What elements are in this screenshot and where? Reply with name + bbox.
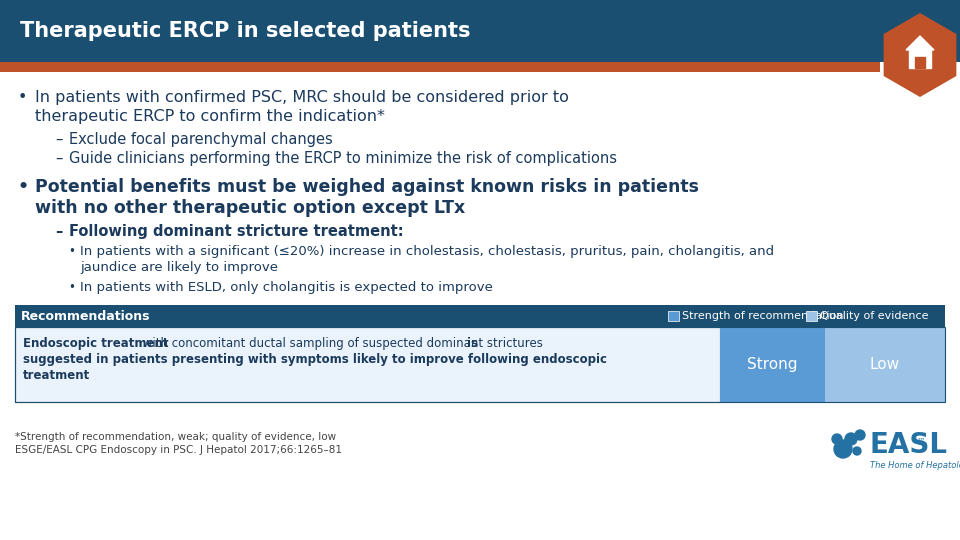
Text: Guide clinicians performing the ERCP to minimize the risk of complications: Guide clinicians performing the ERCP to …	[69, 151, 617, 166]
Text: Exclude focal parenchymal changes: Exclude focal parenchymal changes	[69, 132, 333, 147]
Text: with no other therapeutic option except LTx: with no other therapeutic option except …	[35, 199, 466, 217]
Text: In patients with a significant (≤20%) increase in cholestasis, cholestasis, prur: In patients with a significant (≤20%) in…	[80, 245, 774, 258]
Text: suggested in patients presenting with symptoms likely to improve following endos: suggested in patients presenting with sy…	[23, 353, 607, 366]
Polygon shape	[915, 57, 925, 68]
Text: •: •	[18, 90, 28, 105]
Text: Strength of recommendation: Strength of recommendation	[682, 311, 844, 321]
Text: In patients with confirmed PSC, MRC should be considered prior to: In patients with confirmed PSC, MRC shou…	[35, 90, 569, 105]
Polygon shape	[909, 50, 931, 68]
FancyBboxPatch shape	[15, 305, 945, 327]
Text: jaundice are likely to improve: jaundice are likely to improve	[80, 261, 278, 274]
Text: Following dominant stricture treatment:: Following dominant stricture treatment:	[69, 224, 403, 239]
Circle shape	[855, 430, 865, 440]
Text: –: –	[55, 151, 62, 166]
Text: EASL: EASL	[870, 431, 948, 459]
Circle shape	[834, 440, 852, 458]
Text: *Strength of recommendation, weak; quality of evidence, low: *Strength of recommendation, weak; quali…	[15, 432, 336, 442]
FancyBboxPatch shape	[0, 0, 960, 62]
FancyBboxPatch shape	[15, 327, 720, 402]
Text: treatment: treatment	[23, 369, 90, 382]
Text: Therapeutic ERCP in selected patients: Therapeutic ERCP in selected patients	[20, 21, 470, 41]
Circle shape	[832, 434, 842, 444]
FancyBboxPatch shape	[668, 311, 679, 321]
Text: ESGE/EASL CPG Endoscopy in PSC. J Hepatol 2017;66:1265–81: ESGE/EASL CPG Endoscopy in PSC. J Hepato…	[15, 445, 342, 455]
FancyBboxPatch shape	[825, 327, 945, 402]
Text: The Home of Hepatology: The Home of Hepatology	[870, 461, 960, 470]
FancyBboxPatch shape	[806, 311, 817, 321]
Text: •: •	[68, 281, 75, 294]
Circle shape	[853, 447, 861, 455]
Text: –: –	[55, 224, 62, 239]
Text: Potential benefits must be weighed against known risks in patients: Potential benefits must be weighed again…	[35, 178, 699, 196]
Text: with concomitant ductal sampling of suspected dominant strictures: with concomitant ductal sampling of susp…	[139, 337, 546, 350]
Polygon shape	[883, 13, 956, 97]
Text: is: is	[468, 337, 478, 350]
Text: •: •	[18, 178, 29, 196]
Text: Endoscopic treatment: Endoscopic treatment	[23, 337, 169, 350]
Text: Recommendations: Recommendations	[21, 309, 151, 322]
FancyBboxPatch shape	[720, 327, 825, 402]
Text: Quality of evidence: Quality of evidence	[820, 311, 928, 321]
Text: Low: Low	[870, 357, 900, 372]
FancyBboxPatch shape	[0, 62, 880, 72]
Text: ™: ™	[917, 437, 925, 446]
Text: Strong: Strong	[747, 357, 798, 372]
Text: In patients with ESLD, only cholangitis is expected to improve: In patients with ESLD, only cholangitis …	[80, 281, 492, 294]
Circle shape	[845, 433, 857, 445]
Polygon shape	[906, 36, 934, 50]
Text: therapeutic ERCP to confirm the indication*: therapeutic ERCP to confirm the indicati…	[35, 109, 385, 124]
Text: –: –	[55, 132, 62, 147]
Text: •: •	[68, 245, 75, 258]
